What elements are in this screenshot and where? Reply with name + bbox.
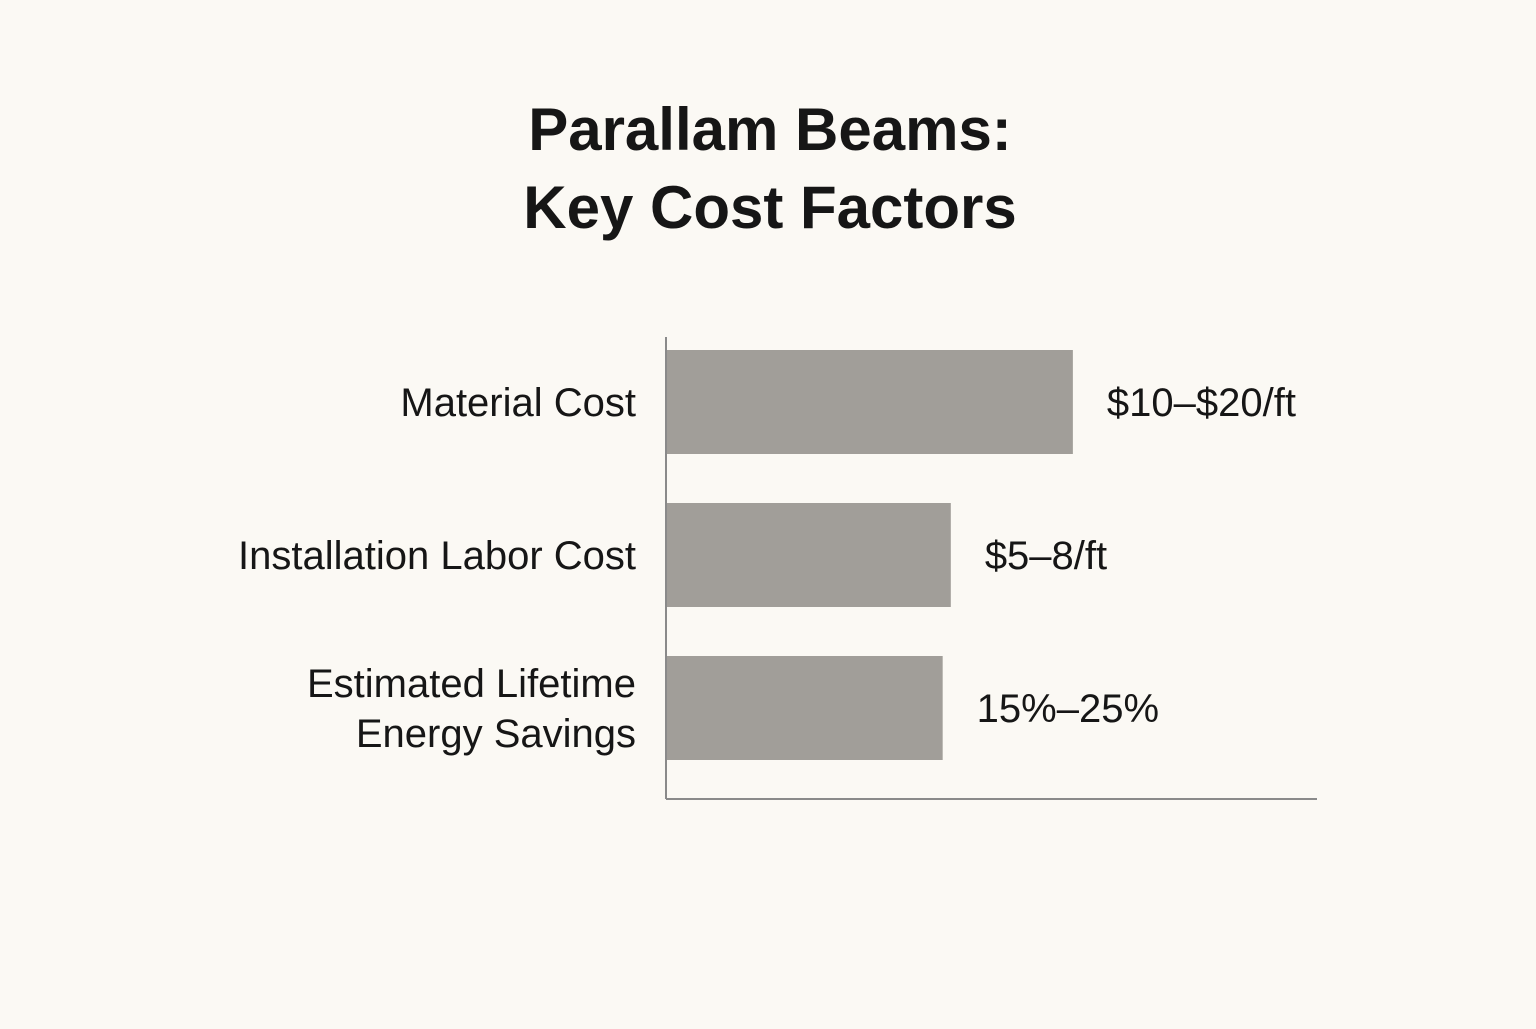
bar xyxy=(666,350,1073,454)
category-label-line: Installation Labor Cost xyxy=(238,534,636,578)
value-label: $5–8/ft xyxy=(985,534,1107,578)
category-label-line: Estimated Lifetime xyxy=(307,662,636,706)
bar xyxy=(666,503,951,607)
bars-group xyxy=(666,350,1073,760)
value-labels: $10–$20/ft $5–8/ft 15%–25% xyxy=(977,381,1296,731)
value-label: $10–$20/ft xyxy=(1107,381,1296,425)
bar xyxy=(666,656,943,760)
category-labels: Material Cost Installation Labor Cost Esti… xyxy=(238,381,636,756)
category-label-line: Energy Savings xyxy=(356,712,636,756)
category-label: Installation Labor Cost xyxy=(238,534,636,578)
chart-title: Parallam Beams: Key Cost Factors xyxy=(523,96,1016,241)
chart-title-line: Parallam Beams: xyxy=(528,96,1012,163)
chart-title-line: Key Cost Factors xyxy=(523,174,1016,241)
category-label: Estimated Lifetime Energy Savings xyxy=(307,662,636,756)
category-label-line: Material Cost xyxy=(400,381,636,425)
category-label: Material Cost xyxy=(400,381,636,425)
value-label: 15%–25% xyxy=(977,687,1159,731)
